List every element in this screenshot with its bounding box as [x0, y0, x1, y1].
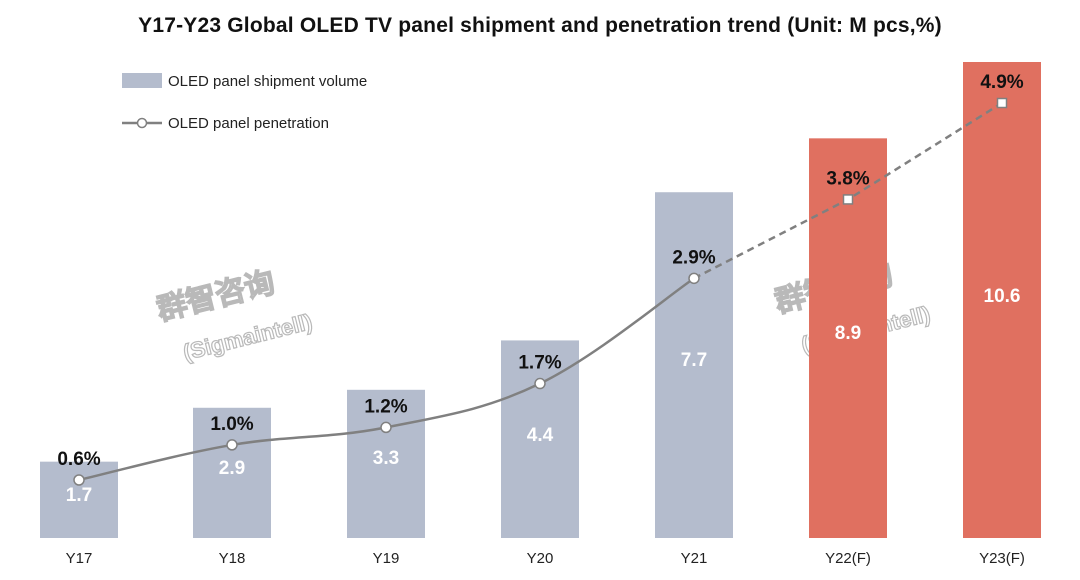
- penetration-value-label: 1.0%: [210, 414, 253, 435]
- bar-y21: [655, 192, 733, 538]
- x-tick-label: Y18: [219, 550, 246, 567]
- legend-bar-swatch: [122, 73, 162, 88]
- penetration-point-y22f: [842, 194, 854, 205]
- bar-value-label: 10.6: [984, 286, 1021, 307]
- watermark-left-cn: 群智咨询: [154, 266, 278, 327]
- penetration-value-label: 0.6%: [57, 449, 100, 470]
- x-axis-ticks: Y17 Y18 Y19 Y20 Y21 Y22(F) Y23(F): [66, 550, 1025, 567]
- legend-line-label: OLED panel penetration: [168, 115, 329, 132]
- chart-title: Y17-Y23 Global OLED TV panel shipment an…: [138, 14, 942, 37]
- penetration-value-label: 2.9%: [672, 247, 715, 268]
- bar-y18: [193, 407, 271, 538]
- x-tick-label: Y19: [373, 550, 400, 567]
- penetration-point-y21: [688, 272, 700, 285]
- penetration-point-y18: [226, 439, 238, 451]
- penetration-point-y19: [380, 421, 392, 434]
- bar-y19: [347, 389, 425, 538]
- bars-layer: [40, 62, 1041, 538]
- bar-value-label: 7.7: [681, 350, 707, 371]
- legend: OLED panel shipment volume OLED panel pe…: [122, 73, 367, 132]
- bar-value-label: 1.7: [66, 485, 92, 506]
- legend-bar-label: OLED panel shipment volume: [168, 73, 367, 90]
- watermark-left: 群智咨询 (Sigmaintell): [153, 265, 315, 365]
- penetration-point-y17: [73, 474, 85, 486]
- bar-y22f: [809, 138, 887, 538]
- bar-value-label: 2.9: [219, 458, 245, 479]
- x-tick-label: Y22(F): [825, 550, 871, 567]
- pct-labels-layer: 0.6% 1.0% 1.2% 1.7% 2.9% 3.8% 4.9%: [57, 72, 1023, 470]
- penetration-value-label: 4.9%: [980, 72, 1023, 93]
- bar-labels-layer: 1.7 2.9 3.3 4.4 7.7 8.9 10.6: [66, 286, 1021, 506]
- bar-value-label: 4.4: [527, 425, 554, 446]
- x-tick-label: Y20: [527, 550, 554, 567]
- watermark-left-en: (Sigmaintell): [181, 309, 315, 365]
- x-tick-label: Y21: [681, 550, 708, 567]
- x-tick-label: Y17: [66, 550, 93, 567]
- line-layer: [73, 97, 1008, 486]
- x-tick-label: Y23(F): [979, 550, 1025, 567]
- penetration-point-y20: [534, 377, 546, 390]
- legend-line-marker: [136, 117, 148, 129]
- bar-y20: [501, 340, 579, 538]
- penetration-value-label: 1.2%: [364, 396, 407, 417]
- bar-value-label: 8.9: [835, 323, 861, 344]
- penetration-point-y23f: [996, 97, 1008, 109]
- penetration-value-label: 3.8%: [826, 168, 869, 189]
- penetration-value-label: 1.7%: [518, 353, 561, 374]
- bar-y23f: [963, 62, 1041, 538]
- bar-value-label: 3.3: [373, 448, 399, 469]
